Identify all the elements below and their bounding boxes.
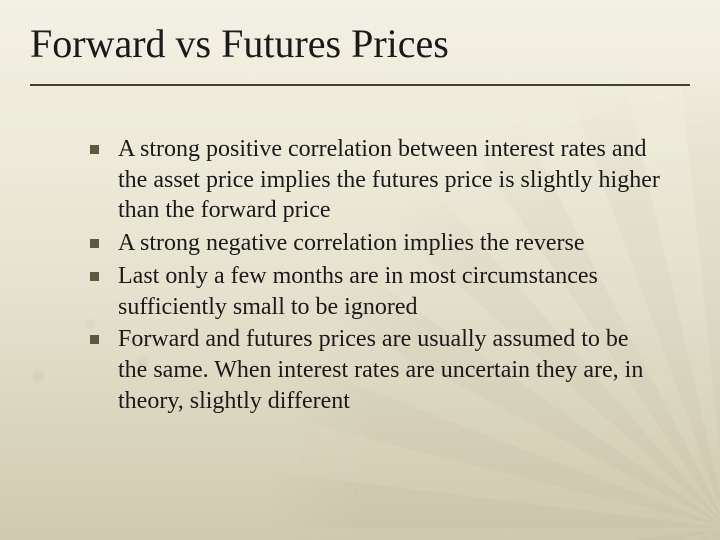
slide: Forward vs Futures Prices A strong posit… [0, 0, 720, 540]
list-item: Last only a few months are in most circu… [90, 261, 660, 322]
list-item: A strong positive correlation between in… [90, 134, 660, 226]
bullet-text: A strong negative correlation implies th… [118, 230, 585, 256]
list-item: A strong negative correlation implies th… [90, 228, 660, 259]
list-item: Forward and futures prices are usually a… [90, 324, 660, 416]
bullet-text: A strong positive correlation between in… [118, 136, 660, 223]
bullet-text: Last only a few months are in most circu… [118, 263, 598, 320]
bullet-list: A strong positive correlation between in… [90, 134, 660, 416]
content-area: A strong positive correlation between in… [0, 86, 720, 416]
title-area: Forward vs Futures Prices [0, 0, 720, 74]
slide-title: Forward vs Futures Prices [30, 22, 690, 66]
bullet-text: Forward and futures prices are usually a… [118, 326, 643, 413]
